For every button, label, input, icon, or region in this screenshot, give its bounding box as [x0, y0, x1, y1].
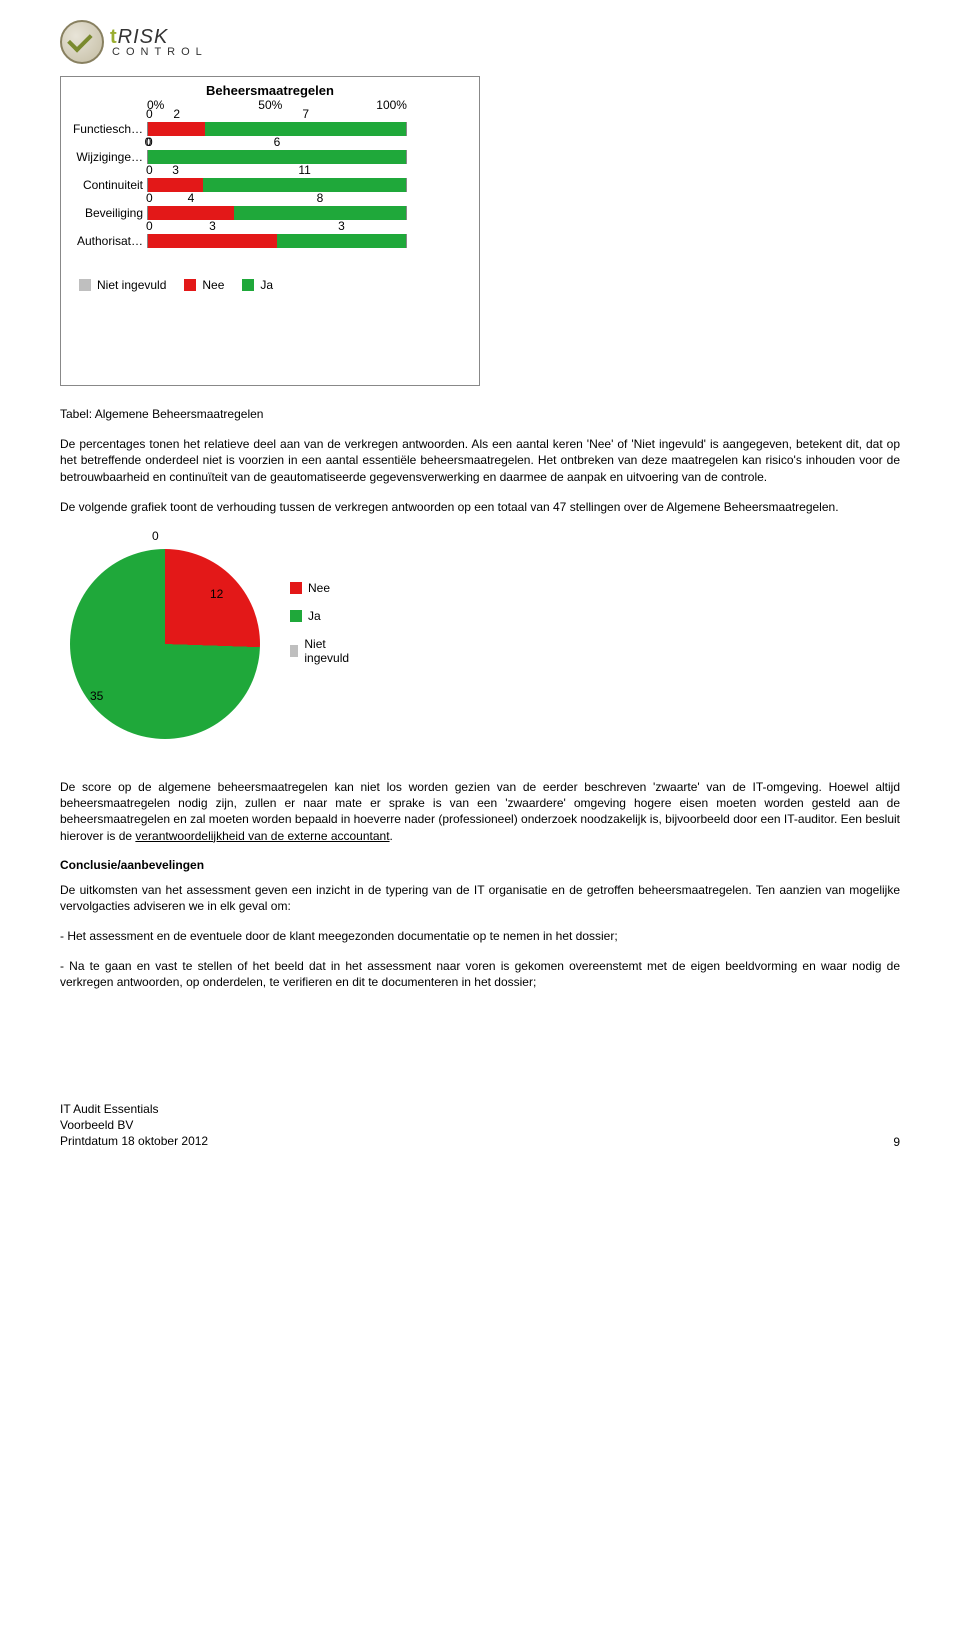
tick-100: 100% — [376, 98, 407, 112]
bar-row: Authorisat…033 — [69, 228, 471, 254]
brand-text: tRISK CONTROL — [110, 27, 208, 58]
legend-ni-label: Niet ingevuld — [97, 278, 166, 292]
section-heading: Conclusie/aanbevelingen — [60, 858, 900, 872]
bar-track: 0311 — [147, 178, 407, 192]
bar-row: Beveiliging048 — [69, 200, 471, 226]
bar-seg-value: 0 — [145, 135, 152, 149]
footer-line2: Voorbeeld BV — [60, 1117, 208, 1133]
bar-seg-value: 7 — [302, 107, 309, 121]
bar-seg-value: 6 — [274, 135, 281, 149]
legend-nee-label: Nee — [202, 278, 224, 292]
pie-legend-ni-label: Niet ingevuld — [304, 637, 352, 665]
brand-sub: CONTROL — [112, 47, 208, 58]
chart-caption: Tabel: Algemene Beheersmaatregelen — [60, 406, 900, 422]
swatch-ja — [242, 279, 254, 291]
bar-seg-value: 0 — [146, 219, 153, 233]
pie-label-ni: 0 — [152, 529, 159, 543]
bar-seg-ja: 8 — [234, 206, 406, 220]
brand-accent: t — [110, 26, 118, 48]
bar-seg-value: 3 — [209, 219, 216, 233]
brand-logo: tRISK CONTROL — [60, 20, 900, 64]
brand-main: RISK — [118, 26, 169, 48]
bar-track: 027 — [147, 122, 407, 136]
pie-legend-ni: Niet ingevuld — [290, 637, 353, 665]
bar-category-label: Continuiteit — [69, 178, 147, 192]
bar-seg-nee: 4 — [148, 206, 234, 220]
legend-nee: Nee — [184, 278, 224, 292]
page-number: 9 — [893, 1135, 900, 1149]
pie-legend-ja-label: Ja — [308, 609, 321, 623]
bullet-2: - Na te gaan en vast te stellen of het b… — [60, 958, 900, 990]
chart-title: Beheersmaatregelen — [69, 83, 471, 98]
bar-track: 006 — [147, 150, 407, 164]
bar-seg-nee: 3 — [148, 234, 277, 248]
bar-seg-value: 8 — [317, 191, 324, 205]
bar-seg-ja: 6 — [148, 150, 406, 164]
pie-circle — [70, 549, 260, 739]
legend-ni: Niet ingevuld — [79, 278, 166, 292]
pie-chart: 0 12 35 Nee Ja Niet ingevuld — [60, 529, 340, 759]
bar-row: Wijziginge…006 — [69, 144, 471, 170]
legend-ja: Ja — [242, 278, 273, 292]
bar-seg-nee: 3 — [148, 178, 203, 192]
paragraph-1: De percentages tonen het relatieve deel … — [60, 436, 900, 485]
bars-container: Functiesch…027Wijziginge…006Continuiteit… — [69, 116, 471, 254]
bar-track: 048 — [147, 206, 407, 220]
bar-seg-nee: 2 — [148, 122, 205, 136]
bar-category-label: Authorisat… — [69, 234, 147, 248]
legend-ja-label: Ja — [260, 278, 273, 292]
bar-seg-ja: 11 — [203, 178, 406, 192]
page-footer: IT Audit Essentials Voorbeeld BV Printda… — [60, 1101, 900, 1150]
bar-seg-value: 3 — [338, 219, 345, 233]
pie-legend-nee: Nee — [290, 581, 353, 595]
bar-category-label: Functiesch… — [69, 122, 147, 136]
pie-label-nee: 12 — [210, 587, 223, 601]
swatch-nee — [184, 279, 196, 291]
bullet-1: - Het assessment en de eventuele door de… — [60, 928, 900, 944]
pie-legend-nee-label: Nee — [308, 581, 330, 595]
bar-seg-value: 3 — [172, 163, 179, 177]
bar-seg-value: 0 — [146, 191, 153, 205]
bar-seg-value: 0 — [146, 107, 153, 121]
bar-track: 033 — [147, 234, 407, 248]
footer-line3: Printdatum 18 oktober 2012 — [60, 1133, 208, 1149]
para3b: . — [390, 829, 393, 843]
swatch-ja — [290, 610, 302, 622]
logo-badge — [60, 20, 104, 64]
bar-row: Continuiteit0311 — [69, 172, 471, 198]
bar-chart: Beheersmaatregelen 0% 50% 100% Functiesc… — [60, 76, 480, 386]
bar-seg-ja: 7 — [205, 122, 406, 136]
paragraph-3: De score op de algemene beheersmaatregel… — [60, 779, 900, 844]
paragraph-4: De uitkomsten van het assessment geven e… — [60, 882, 900, 914]
bar-seg-value: 2 — [173, 107, 180, 121]
pie-label-ja: 35 — [90, 689, 103, 703]
pie-legend: Nee Ja Niet ingevuld — [290, 581, 353, 679]
bar-category-label: Beveiliging — [69, 206, 147, 220]
footer-line1: IT Audit Essentials — [60, 1101, 208, 1117]
swatch-ni — [290, 645, 298, 657]
bar-legend: Niet ingevuld Nee Ja — [79, 278, 471, 292]
paragraph-2: De volgende grafiek toont de verhouding … — [60, 499, 900, 515]
check-icon — [67, 27, 92, 52]
footer-left: IT Audit Essentials Voorbeeld BV Printda… — [60, 1101, 208, 1150]
bar-row: Functiesch…027 — [69, 116, 471, 142]
tick-50: 50% — [258, 98, 282, 112]
bar-seg-ja: 3 — [277, 234, 406, 248]
swatch-ni — [79, 279, 91, 291]
para3-underlined: verantwoordelijkheid van de externe acco… — [135, 829, 389, 843]
swatch-nee — [290, 582, 302, 594]
bar-category-label: Wijziginge… — [69, 150, 147, 164]
bar-seg-value: 0 — [146, 163, 153, 177]
bar-seg-value: 11 — [298, 163, 310, 177]
x-axis-ticks: 0% 50% 100% — [147, 98, 407, 112]
pie-legend-ja: Ja — [290, 609, 353, 623]
bar-seg-value: 4 — [188, 191, 195, 205]
